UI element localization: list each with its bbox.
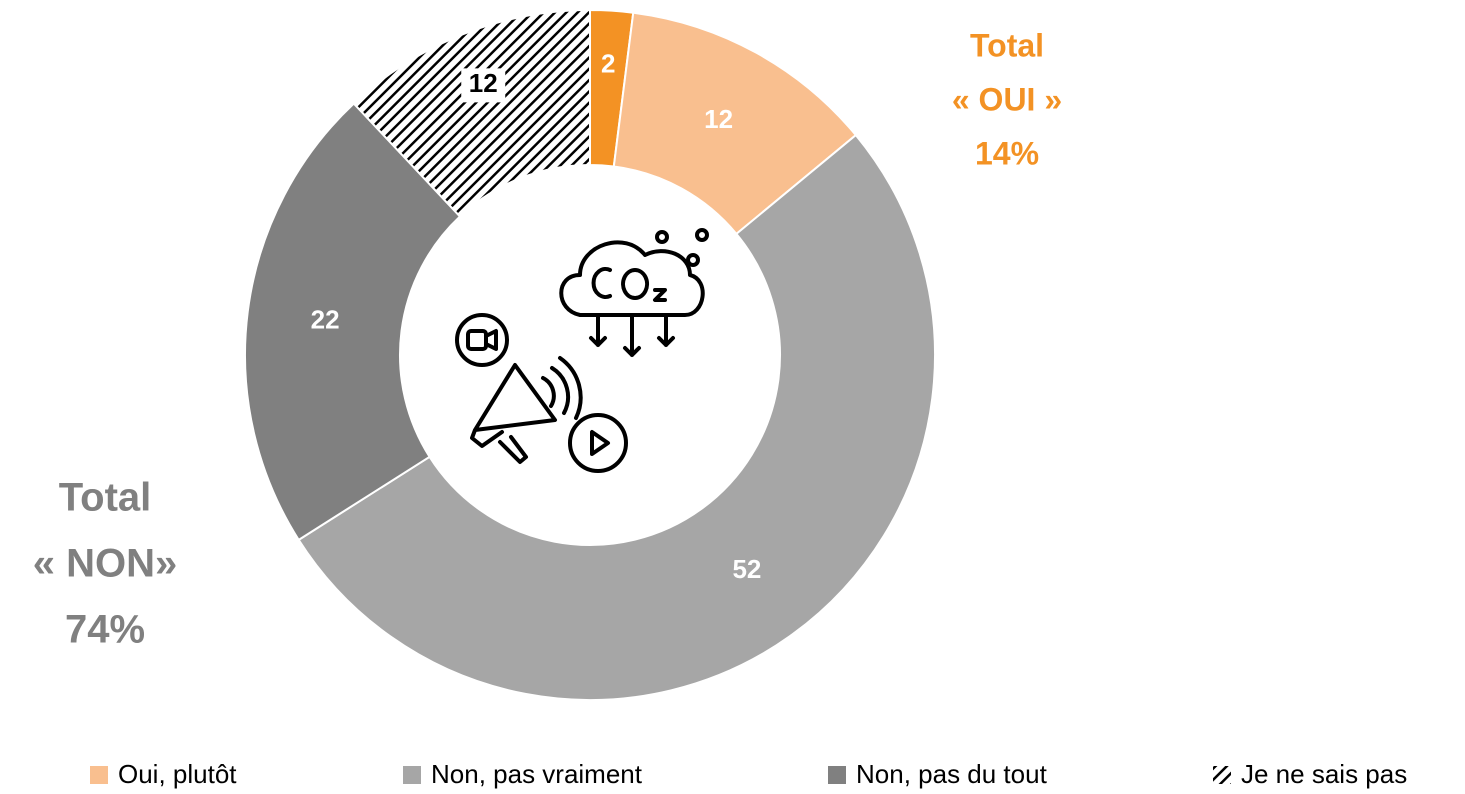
data-label: 2 [601, 48, 615, 78]
legend-swatch [828, 766, 846, 784]
legend-label: Oui, plutôt [118, 759, 237, 789]
data-label: 52 [732, 554, 761, 584]
legend-swatch [1213, 766, 1231, 784]
legend-swatch [403, 766, 421, 784]
annotation: « OUI » [952, 81, 1062, 117]
annotation: 14% [975, 135, 1039, 171]
annotation: Total [970, 27, 1044, 63]
label-box [461, 68, 506, 103]
donut-segment [297, 133, 936, 701]
data-label: 12 [704, 104, 733, 134]
data-label: 12 [469, 68, 498, 98]
legend-label: Non, pas du tout [856, 759, 1048, 789]
center-icon [455, 228, 709, 473]
legend-label: Non, pas vraiment [431, 759, 643, 789]
donut-segment [244, 102, 462, 542]
annotation: Total [59, 476, 152, 520]
legend-label: Je ne sais pas [1241, 759, 1407, 789]
annotation: « NON» [33, 542, 178, 586]
legend-swatch [90, 766, 108, 784]
data-label: 22 [311, 304, 340, 334]
annotation: 74% [65, 608, 145, 652]
donut-segment [352, 8, 591, 218]
